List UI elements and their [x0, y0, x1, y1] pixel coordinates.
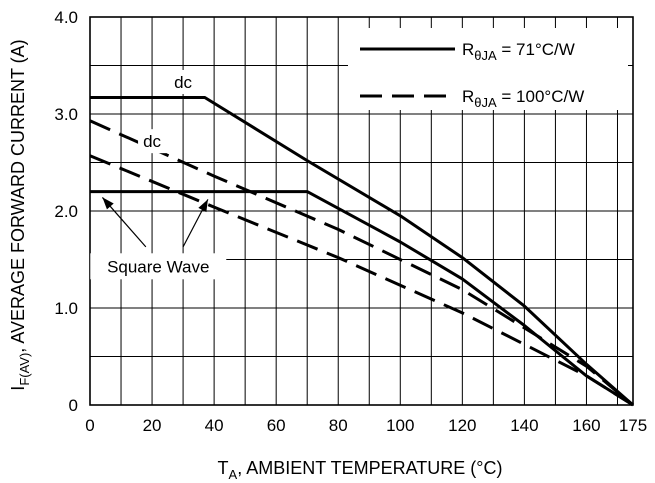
- legend-label-2: RθJA = 100°C/W: [462, 87, 584, 110]
- x-axis-title: TA, AMBIENT TEMPERATURE (°C): [218, 458, 503, 482]
- legend-label-main: R: [462, 87, 474, 106]
- x-tick-label: 40: [205, 416, 224, 435]
- legend-label-rest: = 71°C/W: [497, 40, 575, 59]
- legend-label-rest: = 100°C/W: [497, 87, 585, 106]
- legend-label-1: RθJA = 71°C/W: [462, 40, 575, 63]
- series-line-2: [90, 190, 634, 407]
- annotation-background: [90, 253, 227, 280]
- annotation-label-2: dc: [143, 132, 161, 151]
- series-line-1: [90, 96, 634, 407]
- annotation-arrow-head-1: [102, 197, 114, 210]
- x-axis-title-rest: , AMBIENT TEMPERATURE (°C): [237, 458, 502, 478]
- x-tick-label: 0: [85, 416, 94, 435]
- x-axis-title-main: T: [218, 458, 229, 478]
- annotation-arrow-head-2: [198, 199, 208, 213]
- annotation-label-1: dc: [174, 73, 192, 92]
- y-axis-title-sub: F(AV): [17, 353, 32, 386]
- x-tick-label: 175: [619, 416, 647, 435]
- x-tick-label: 100: [386, 416, 414, 435]
- series-line-3: [89, 119, 634, 407]
- x-axis-ticks: 0 20 40 60 80 100 120 140 160 175: [85, 416, 647, 435]
- legend-label-sub: θJA: [474, 95, 497, 110]
- x-tick-label: 80: [329, 416, 348, 435]
- x-tick-label: 60: [267, 416, 286, 435]
- annotation-background: [169, 69, 198, 94]
- y-tick-label: 4.0: [54, 8, 78, 27]
- annotation-label-3: Square Wave: [107, 257, 209, 276]
- y-tick-label: 1.0: [54, 299, 78, 318]
- chart-series-group: [89, 96, 634, 407]
- legend-label-main: R: [462, 40, 474, 59]
- x-tick-label: 160: [572, 416, 600, 435]
- series-line-4: [89, 154, 634, 407]
- y-axis-title: IF(AV), AVERAGE FORWARD CURRENT (A): [8, 39, 32, 390]
- x-tick-label: 120: [448, 416, 476, 435]
- x-tick-label: 20: [143, 416, 162, 435]
- legend-label-sub: θJA: [474, 48, 497, 63]
- y-axis-ticks: 0 1.0 2.0 3.0 4.0: [54, 8, 78, 415]
- y-tick-label: 0: [69, 396, 78, 415]
- y-tick-label: 2.0: [54, 202, 78, 221]
- x-tick-label: 140: [510, 416, 538, 435]
- annotation-background: [138, 129, 167, 154]
- x-axis-title-sub: A: [229, 467, 238, 482]
- plot-frame: [89, 16, 634, 406]
- y-axis-title-rest: , AVERAGE FORWARD CURRENT (A): [8, 39, 28, 352]
- y-tick-label: 3.0: [54, 105, 78, 124]
- y-axis-title-main: I: [8, 386, 28, 391]
- chart-annotations: dc dc Square Wave: [90, 69, 227, 280]
